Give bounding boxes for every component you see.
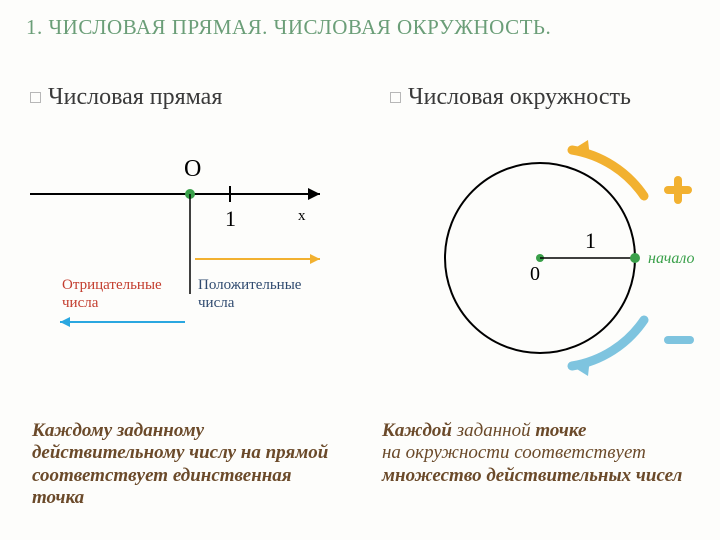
one-label: 1: [225, 206, 236, 231]
neg-label-1: Отрицательные: [62, 277, 162, 293]
axis-label: х: [298, 208, 306, 224]
number-circle-svg: 0 1 начало: [380, 128, 710, 388]
pos-label-2: числа: [198, 295, 235, 311]
desc-left: Каждому заданному действительному числу …: [32, 420, 342, 510]
origin-label: О: [184, 156, 201, 182]
neg-label-2: числа: [62, 295, 99, 311]
desc-right: Каждой заданной точке на окружности соот…: [382, 420, 692, 487]
col-number-circle: Числовая окружность 0 1 начало: [380, 84, 710, 112]
bullet-icon: [30, 92, 41, 103]
subtitle-left: Числовая прямая: [20, 84, 360, 112]
number-line-svg: О 1 х Отрицательные числа Положительные …: [20, 144, 360, 354]
subtitle-right: Числовая окружность: [380, 84, 710, 112]
radius-label: 1: [585, 228, 596, 253]
col-number-line: Числовая прямая О 1 х Отрицательные числ…: [20, 84, 360, 112]
pos-label-1: Положительные: [198, 277, 302, 293]
center-label: 0: [530, 263, 540, 285]
bullet-icon: [390, 92, 401, 103]
page-title: 1. ЧИСЛОВАЯ ПРЯМАЯ. ЧИСЛОВАЯ ОКРУЖНОСТЬ.: [0, 0, 720, 40]
start-label: начало: [648, 250, 695, 267]
